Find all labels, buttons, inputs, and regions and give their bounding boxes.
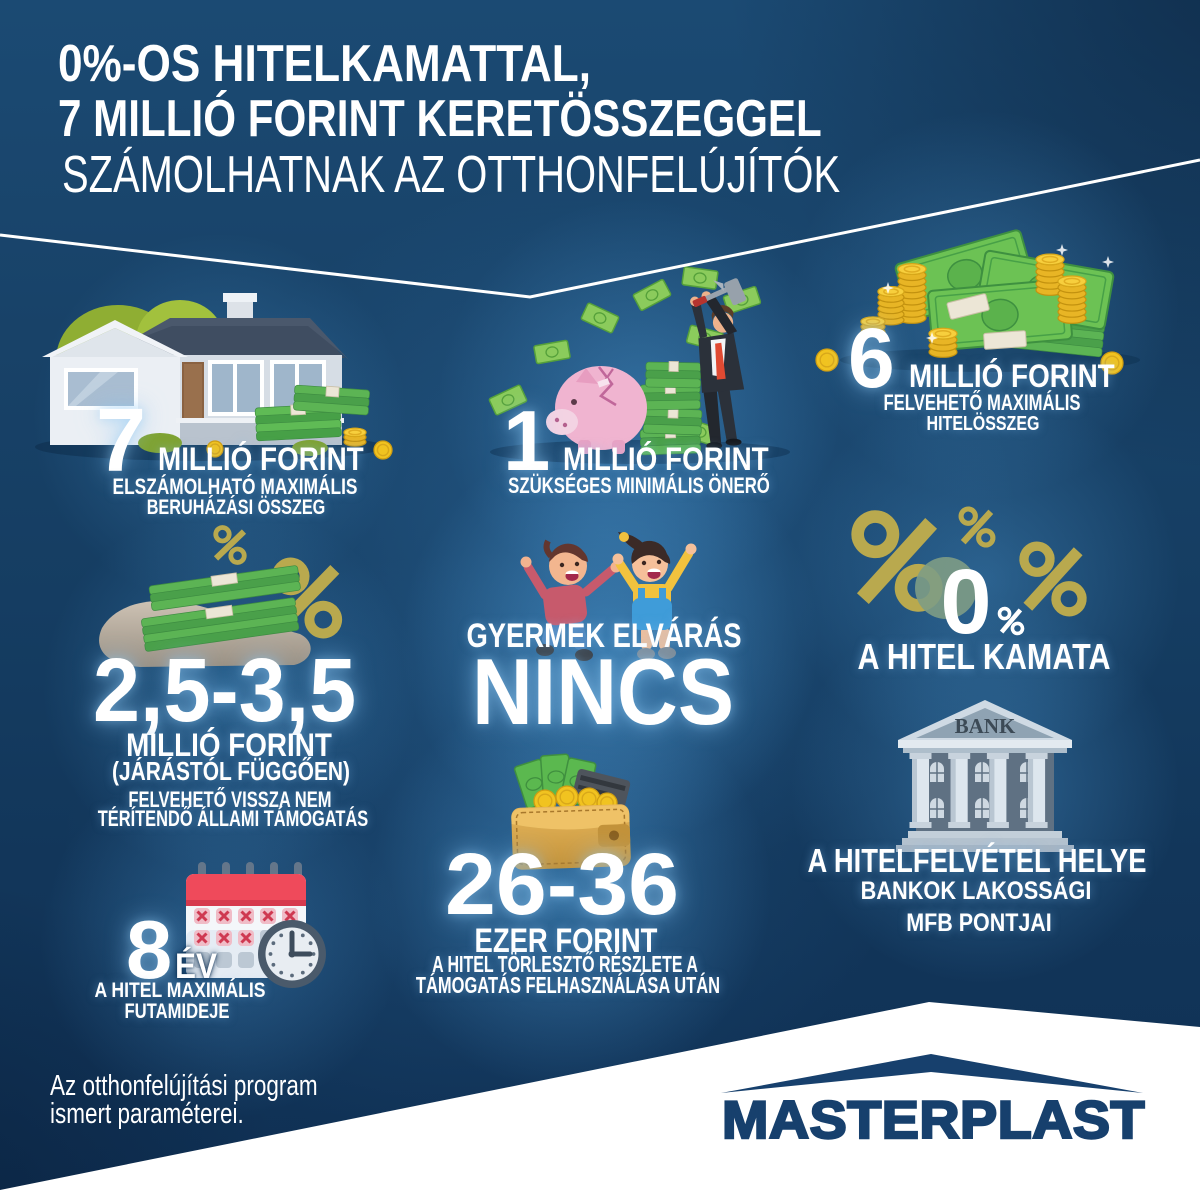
svg-text:0: 0 bbox=[940, 551, 991, 653]
svg-text:BANK: BANK bbox=[955, 714, 1016, 738]
svg-text:MASTERPLAST: MASTERPLAST bbox=[722, 1090, 1145, 1149]
